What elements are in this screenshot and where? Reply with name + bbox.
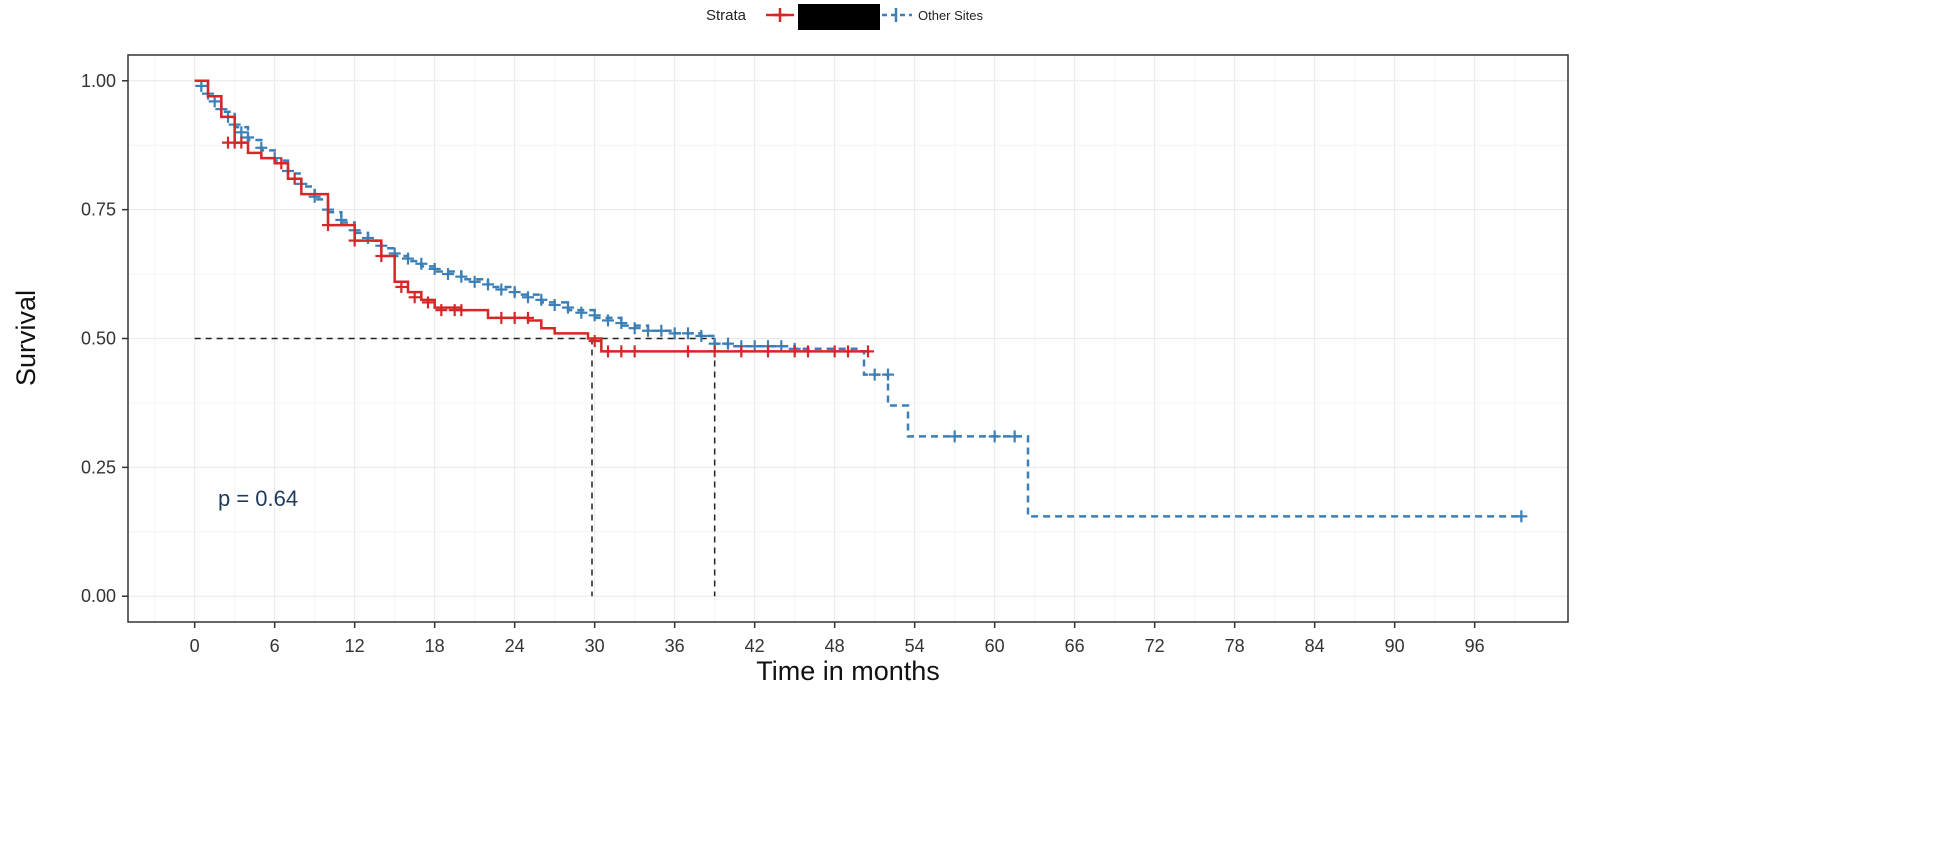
censor-mark	[435, 304, 447, 316]
censor-mark	[615, 345, 627, 357]
censor-mark	[842, 345, 854, 357]
x-tick-label: 30	[585, 636, 605, 656]
x-tick-label: 12	[345, 636, 365, 656]
legend-label-other-sites: Other Sites	[918, 8, 984, 23]
censor-mark	[422, 296, 434, 308]
censor-mark	[402, 253, 414, 265]
censor-mark	[669, 327, 681, 339]
censor-mark	[629, 322, 641, 334]
x-tick-label: 72	[1145, 636, 1165, 656]
censor-mark	[682, 345, 694, 357]
y-axis-label: Survival	[11, 290, 41, 386]
censor-mark	[829, 345, 841, 357]
censor-mark	[455, 304, 467, 316]
censor-mark	[789, 345, 801, 357]
censor-mark	[575, 307, 587, 319]
censor-mark	[642, 325, 654, 337]
censor-mark	[602, 345, 614, 357]
x-tick-label: 24	[505, 636, 525, 656]
y-tick-label: 0.50	[81, 329, 116, 349]
censor-mark	[469, 276, 481, 288]
censor-mark	[495, 312, 507, 324]
censor-mark	[989, 430, 1001, 442]
censor-mark	[802, 345, 814, 357]
x-tick-label: 90	[1385, 636, 1405, 656]
x-tick-label: 60	[985, 636, 1005, 656]
censor-mark	[722, 338, 734, 350]
censor-mark	[862, 345, 874, 357]
x-tick-label: 0	[190, 636, 200, 656]
x-tick-label: 54	[905, 636, 925, 656]
censor-mark	[322, 219, 334, 231]
censor-mark	[362, 232, 374, 244]
y-axis: 0.00 0.25 0.50 0.75 1.00	[81, 71, 128, 606]
x-tick-label: 96	[1465, 636, 1485, 656]
censor-mark	[629, 345, 641, 357]
censor-mark	[482, 278, 494, 290]
y-tick-label: 0.75	[81, 200, 116, 220]
y-tick-label: 1.00	[81, 71, 116, 91]
censor-mark	[709, 345, 721, 357]
censor-mark	[522, 312, 534, 324]
censor-mark	[882, 369, 894, 381]
censor-mark	[442, 268, 454, 280]
x-tick-label: 6	[270, 636, 280, 656]
censor-mark	[509, 312, 521, 324]
legend-key-red	[766, 8, 794, 22]
x-axis-label: Time in months	[756, 656, 940, 686]
y-tick-label: 0.00	[81, 586, 116, 606]
censor-mark	[349, 235, 361, 247]
grid	[128, 55, 1568, 622]
x-tick-label: 78	[1225, 636, 1245, 656]
censor-mark	[455, 271, 467, 283]
p-value-annotation: p = 0.64	[218, 486, 298, 511]
x-tick-label: 42	[745, 636, 765, 656]
legend: Strata Other Sites	[706, 4, 984, 30]
censor-mark	[1515, 510, 1527, 522]
x-tick-label: 18	[425, 636, 445, 656]
survival-curve-red	[195, 81, 868, 352]
censor-mark	[522, 291, 534, 303]
y-tick-label: 0.25	[81, 457, 116, 477]
censor-mark	[682, 327, 694, 339]
x-tick-label: 84	[1305, 636, 1325, 656]
censor-mark	[589, 335, 601, 347]
censor-mark	[415, 258, 427, 270]
censor-mark	[869, 369, 881, 381]
legend-title: Strata	[706, 7, 747, 24]
x-axis: 0 6 12 18 24 30 36 42 48 54 60 66 72 78 84 90 96	[190, 622, 1485, 656]
legend-redacted-label	[798, 4, 880, 30]
censor-mark	[375, 250, 387, 262]
censor-mark	[429, 263, 441, 275]
censor-mark	[549, 299, 561, 311]
censor-mark	[309, 191, 321, 203]
censor-mark	[695, 330, 707, 342]
x-tick-label: 66	[1065, 636, 1085, 656]
x-tick-label: 36	[665, 636, 685, 656]
censor-mark	[615, 317, 627, 329]
legend-key-blue	[882, 8, 912, 22]
censor-mark	[495, 284, 507, 296]
censor-mark	[1009, 430, 1021, 442]
censor-mark	[655, 325, 667, 337]
survival-curve-other-sites	[195, 81, 1522, 517]
censor-mark	[949, 430, 961, 442]
censor-mark	[602, 314, 614, 326]
x-tick-label: 48	[825, 636, 845, 656]
